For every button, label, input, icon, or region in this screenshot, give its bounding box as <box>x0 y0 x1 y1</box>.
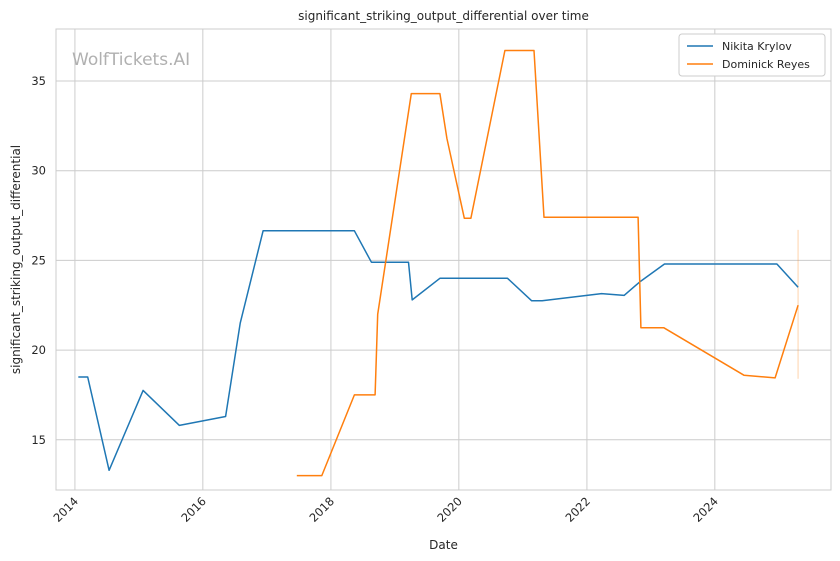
y-tick-label: 30 <box>31 164 46 178</box>
plot-area <box>56 29 831 490</box>
chart-title: significant_striking_output_differential… <box>298 9 589 23</box>
x-axis-title: Date <box>429 538 458 552</box>
y-tick-label: 20 <box>31 343 46 357</box>
series-lines <box>78 49 799 477</box>
watermark: WolfTickets.AI <box>72 50 190 70</box>
plot-frame <box>55 28 832 491</box>
legend-label-dominick: Dominick Reyes <box>722 58 810 71</box>
y-tick-label: 25 <box>31 253 46 267</box>
series-line-dominick-reyes <box>296 49 799 477</box>
legend-box <box>678 33 826 77</box>
y-axis-title: significant_striking_output_differential <box>9 145 23 374</box>
y-tick-labels: 15 20 25 30 35 <box>31 74 46 447</box>
legend-label-nikita: Nikita Krylov <box>722 40 792 53</box>
legend: Nikita Krylov Dominick Reyes <box>678 33 826 77</box>
y-tick-label: 15 <box>31 433 46 447</box>
series-line-nikita-krylov <box>78 230 799 472</box>
y-tick-label: 35 <box>31 74 46 88</box>
